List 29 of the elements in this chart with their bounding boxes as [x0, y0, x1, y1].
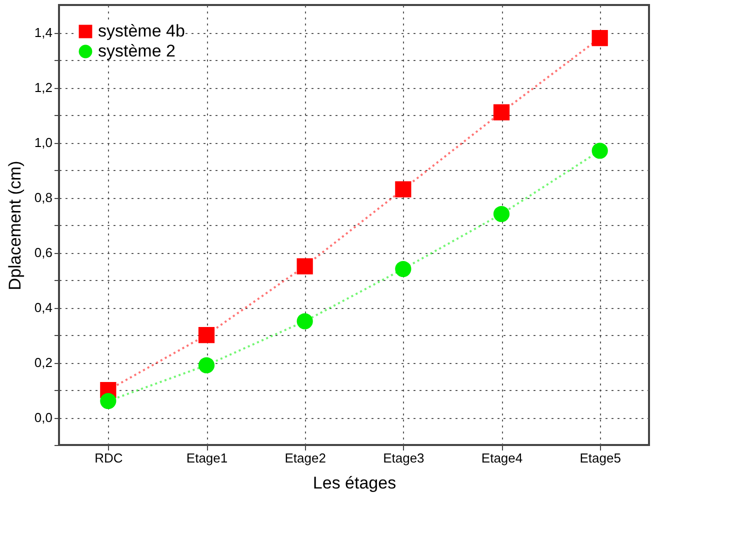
x-tick-label: Etage3 — [383, 450, 424, 466]
point — [592, 30, 608, 46]
y-tick-label: 0,4 — [34, 300, 52, 315]
y-tick-label: 0,2 — [34, 355, 52, 370]
y-axis-title: Dplacement (cm) — [5, 160, 24, 290]
point — [592, 142, 608, 159]
point — [100, 392, 116, 410]
point — [395, 181, 412, 198]
x-tick-label: RDC — [94, 450, 123, 466]
y-tick-label: 1,4 — [34, 25, 52, 40]
y-tick-label: 0,6 — [34, 245, 52, 260]
y-tick-label: 0,8 — [34, 190, 52, 205]
x-tick-label: Etage4 — [481, 450, 523, 466]
y-tick-label: 1,0 — [34, 135, 52, 150]
x-axis-title: Les étages — [312, 474, 396, 492]
point — [395, 260, 412, 278]
point — [198, 357, 215, 374]
x-tick-label: Etage1 — [186, 450, 228, 466]
point — [493, 206, 510, 222]
y-tick-label: 1,2 — [34, 80, 52, 95]
legend-label: système 2 — [98, 42, 176, 60]
legend-label: système 4b — [98, 22, 185, 40]
point — [198, 326, 215, 344]
point — [493, 104, 510, 120]
y-tick-label: 0,0 — [34, 410, 52, 425]
point — [296, 313, 313, 330]
x-tick-label: Etage5 — [580, 450, 621, 466]
point — [296, 258, 313, 274]
x-tick-label: Etage2 — [284, 450, 326, 466]
